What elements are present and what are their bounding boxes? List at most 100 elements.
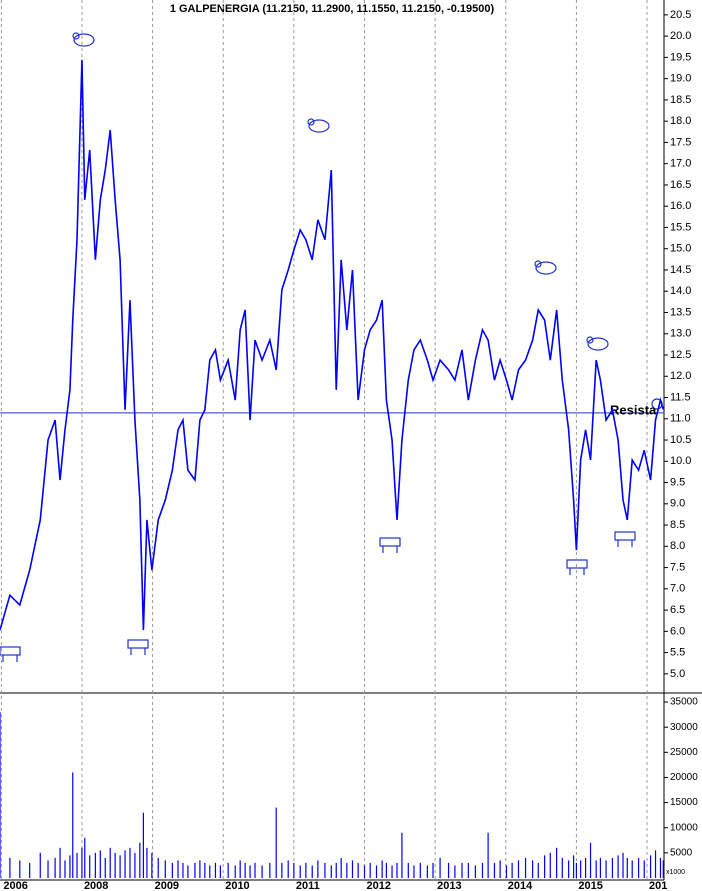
y-tick-label: 13.5	[670, 306, 691, 318]
volume-bar	[335, 862, 337, 878]
volume-bar	[261, 865, 263, 878]
volume-bar	[375, 865, 378, 878]
chart-title: 1 GALPENERGIA (11.2150, 11.2900, 11.1550…	[170, 3, 495, 15]
x-tick-label: 2011	[296, 880, 320, 891]
volume-bar	[182, 862, 184, 878]
y-tick-label: 11.5	[670, 391, 691, 403]
y-tick-label: 25000	[670, 747, 698, 758]
volume-bar	[209, 865, 211, 878]
y-tick-label: 18.0	[670, 115, 691, 127]
unit-label: x1000	[666, 869, 685, 876]
volume-bar	[177, 860, 179, 878]
y-tick-label: 10.0	[670, 455, 691, 467]
volume-bar	[631, 860, 633, 878]
volume-bar	[357, 862, 359, 878]
volume-bar	[499, 860, 501, 878]
volume-bar	[626, 857, 628, 878]
x-tick-label: 2006	[3, 880, 27, 891]
y-tick-label: 14.0	[670, 285, 691, 297]
y-tick-label: 20.5	[670, 9, 691, 21]
y-tick-label: 18.5	[670, 94, 691, 106]
volume-bar	[59, 847, 61, 878]
volume-bar	[381, 860, 383, 878]
x-tick-label: 2008	[84, 880, 108, 891]
y-tick-label: 8.5	[670, 519, 685, 531]
y-tick-label: 5.5	[670, 647, 685, 659]
volume-bar	[461, 862, 463, 878]
volume-bar	[324, 862, 326, 878]
volume-bar	[119, 855, 121, 878]
volume-bar	[39, 852, 41, 878]
y-tick-label: 7.5	[670, 561, 685, 573]
volume-bar	[605, 860, 607, 878]
volume-bar	[29, 862, 31, 878]
volume-bar	[171, 862, 173, 878]
volume-bar	[481, 862, 484, 878]
x-tick-label: 2012	[366, 880, 390, 891]
volume-bar	[94, 852, 96, 878]
volume-bar	[511, 862, 513, 878]
y-tick-label: 5.0	[670, 668, 685, 680]
volume-bar	[69, 855, 71, 878]
volume-bar	[124, 850, 126, 878]
x-tick-label: 2010	[225, 880, 249, 891]
x-tick-label: 2014	[508, 880, 533, 891]
volume-bar	[305, 862, 307, 878]
volume-bar	[549, 852, 551, 878]
volume-bar	[340, 857, 342, 878]
volume-bar	[54, 857, 56, 878]
volume-bar	[643, 860, 645, 878]
volume-bar	[254, 862, 256, 878]
volume-bar	[104, 857, 106, 878]
volume-bar	[611, 857, 614, 878]
volume-bar	[454, 865, 456, 878]
volume-bar	[487, 832, 489, 878]
volume-bar	[426, 865, 428, 878]
volume-bar	[134, 852, 136, 878]
volume-bar	[432, 862, 434, 878]
volume-bar	[9, 857, 11, 878]
volume-bar	[617, 855, 619, 878]
y-tick-label: 30000	[670, 722, 698, 733]
y-tick-label: 17.0	[670, 158, 691, 170]
y-tick-label: 15.5	[670, 221, 691, 233]
volume-bar	[580, 860, 582, 878]
volume-bar	[234, 865, 236, 878]
volume-bar	[109, 847, 111, 878]
y-tick-label: 10000	[670, 822, 698, 833]
y-tick-label: 15000	[670, 797, 698, 808]
y-tick-label: 17.5	[670, 136, 691, 148]
y-tick-label: 13.0	[670, 328, 691, 340]
volume-bar	[99, 850, 101, 878]
volume-bar	[227, 862, 229, 878]
volume-bar	[599, 857, 602, 878]
volume-bar	[654, 850, 657, 878]
volume-bar	[622, 852, 624, 878]
volume-bar	[214, 862, 217, 878]
y-tick-label: 19.5	[670, 51, 691, 63]
volume-bar	[637, 857, 640, 878]
volume-bar	[64, 860, 66, 878]
volume-bar	[439, 857, 441, 878]
volume-bar	[474, 865, 476, 878]
volume-bar	[219, 865, 221, 878]
volume-bar	[363, 865, 366, 878]
y-tick-label: 20.0	[670, 30, 691, 42]
y-tick-label: 9.5	[670, 476, 685, 488]
volume-bar	[517, 860, 520, 878]
volume-bar	[505, 865, 508, 878]
volume-bar	[146, 847, 148, 878]
volume-bar	[151, 852, 153, 878]
y-tick-label: 20000	[670, 772, 698, 783]
volume-bar	[447, 862, 450, 878]
volume-bar	[556, 847, 558, 878]
volume-bar	[164, 860, 166, 878]
volume-bar	[537, 862, 539, 878]
volume-bar	[47, 860, 49, 878]
y-tick-label: 6.5	[670, 604, 685, 616]
volume-bar	[413, 865, 415, 878]
x-tick-label: 201	[649, 880, 667, 891]
y-tick-label: 16.5	[670, 179, 691, 191]
